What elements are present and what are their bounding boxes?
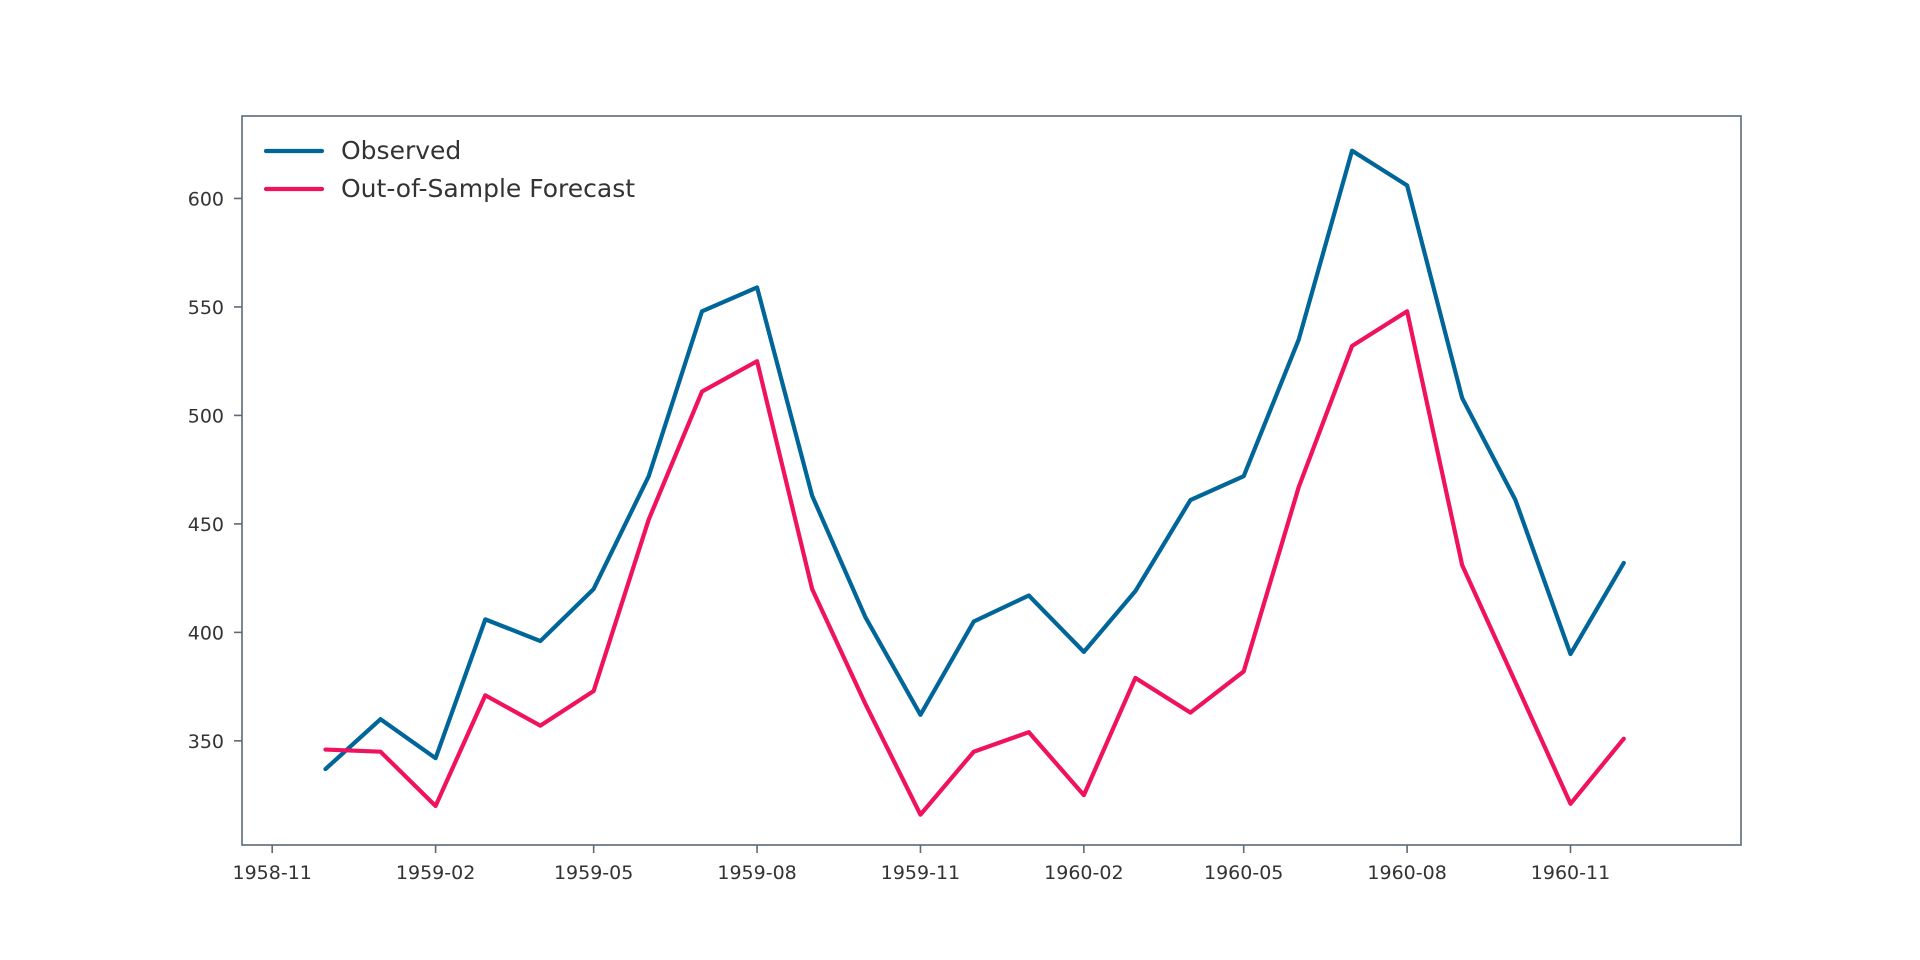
x-tick-label: 1959-02 xyxy=(396,862,475,884)
x-tick-label: 1960-08 xyxy=(1367,862,1446,884)
x-tick-label: 1959-08 xyxy=(717,862,796,884)
legend-label: Observed xyxy=(341,136,461,165)
plot-frame xyxy=(241,115,1742,846)
y-tick-label: 400 xyxy=(188,622,224,644)
y-tick-label: 350 xyxy=(188,731,224,753)
y-tick-label: 550 xyxy=(188,297,224,319)
y-axis: 350 400 450 500 550 600 xyxy=(188,188,242,753)
series-line-forecast xyxy=(323,309,1626,817)
series-group xyxy=(323,148,1626,817)
x-tick-label: 1959-11 xyxy=(881,862,960,884)
y-tick-label: 500 xyxy=(188,405,224,427)
x-tick-label: 1960-02 xyxy=(1044,862,1123,884)
x-tick-label: 1959-05 xyxy=(554,862,633,884)
y-tick-label: 600 xyxy=(188,188,224,210)
x-axis: 1958-11 1959-02 1959-05 1959-08 1959-11 1960-… xyxy=(232,845,1610,884)
x-tick-label: 1958-11 xyxy=(232,862,311,884)
x-tick-label: 1960-11 xyxy=(1531,862,1610,884)
plot-area xyxy=(241,115,1742,846)
y-tick-label: 450 xyxy=(188,514,224,536)
x-tick-label: 1960-05 xyxy=(1204,862,1283,884)
legend-label: Out-of-Sample Forecast xyxy=(341,174,635,203)
series-line-observed xyxy=(323,148,1626,772)
legend: Observed Out-of-Sample Forecast xyxy=(263,136,635,203)
